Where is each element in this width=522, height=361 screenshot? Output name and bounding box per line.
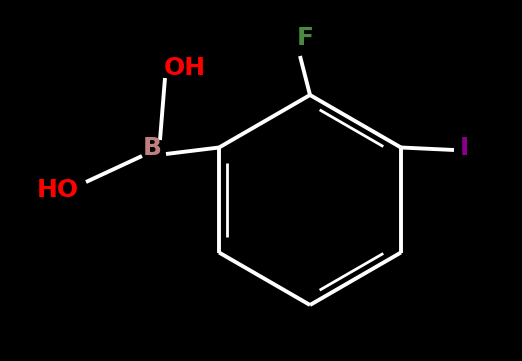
Text: HO: HO xyxy=(37,178,79,202)
Text: F: F xyxy=(296,26,314,50)
Text: OH: OH xyxy=(164,56,206,80)
Text: B: B xyxy=(143,136,161,160)
Text: I: I xyxy=(459,136,469,160)
